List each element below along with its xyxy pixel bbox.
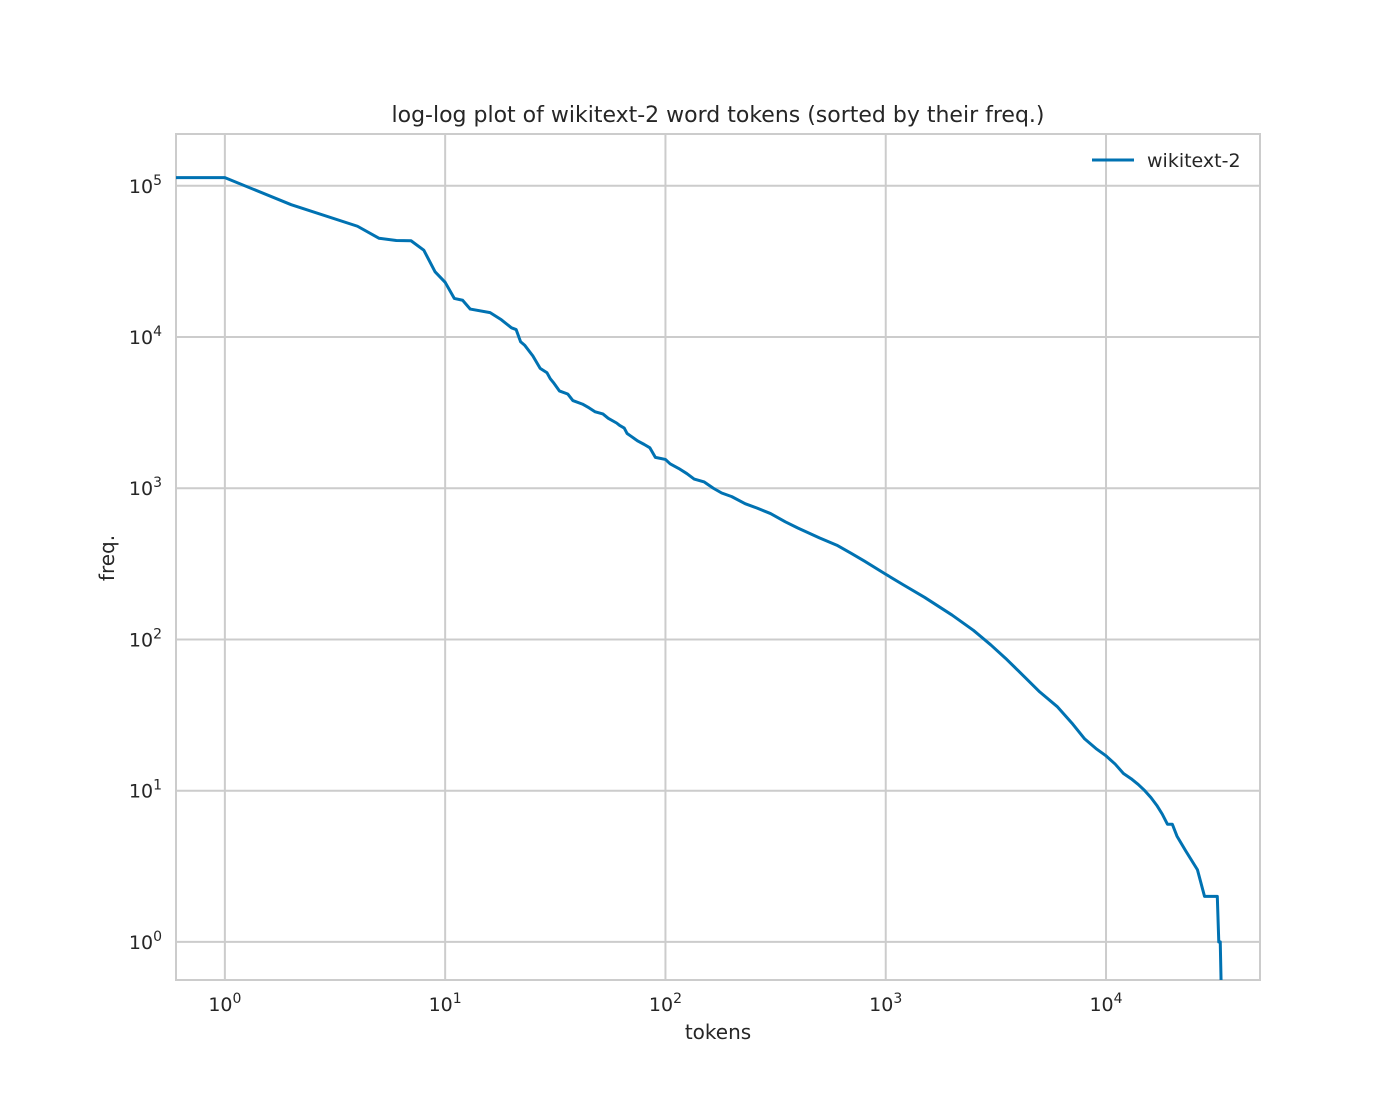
y-tick-label: 103 [129, 475, 162, 500]
y-axis-label: freq. [95, 535, 119, 581]
grid [176, 134, 1260, 980]
x-tick-labels: 100 101 102 103 104 [208, 991, 1122, 1016]
x-tick-label: 100 [208, 991, 241, 1016]
plot-frame [175, 133, 1261, 981]
y-tick-label: 104 [129, 324, 162, 349]
x-tick-label: 103 [869, 991, 902, 1016]
y-tick-labels: 100 101 102 103 104 105 [129, 173, 162, 954]
x-axis-label: tokens [685, 1020, 751, 1044]
legend: wikitext-2 [1092, 150, 1241, 172]
x-tick-label: 101 [429, 991, 462, 1016]
y-tick-label: 105 [129, 173, 162, 198]
x-tick-label: 102 [649, 991, 682, 1016]
y-tick-label: 101 [129, 778, 162, 803]
chart-title: log-log plot of wikitext-2 word tokens (… [392, 103, 1045, 128]
y-tick-label: 100 [129, 929, 162, 954]
plot-background [176, 134, 1260, 980]
legend-label-wikitext-2: wikitext-2 [1147, 150, 1241, 172]
series-layer [176, 176, 1223, 981]
series-line-wikitext-2 [176, 176, 1223, 981]
x-tick-label: 104 [1089, 991, 1122, 1016]
y-tick-label: 102 [129, 626, 162, 651]
